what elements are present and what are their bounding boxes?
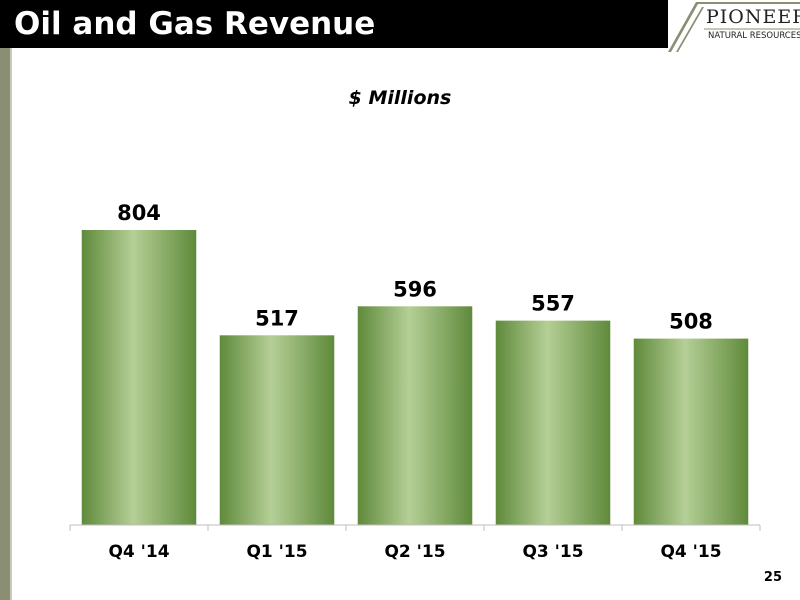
value-labels: 804 517 596 557 508 — [117, 201, 713, 334]
category-label: Q4 '14 — [108, 542, 169, 562]
value-label: 508 — [669, 310, 713, 334]
value-label: 596 — [393, 277, 437, 301]
category-label: Q1 '15 — [246, 542, 307, 562]
category-label: Q4 '15 — [660, 542, 721, 562]
logo-mark-icon — [668, 2, 800, 52]
value-label: 557 — [531, 292, 575, 316]
logo-name: PIONEER — [706, 6, 800, 28]
left-accent-stripe-inner — [10, 48, 12, 600]
bars-group — [81, 230, 749, 525]
x-axis-ticks — [69, 525, 761, 531]
slide-title: Oil and Gas Revenue — [14, 6, 376, 42]
category-label: Q3 '15 — [522, 542, 583, 562]
bar-1 — [219, 335, 335, 525]
category-label: Q2 '15 — [384, 542, 445, 562]
bar-2 — [357, 306, 473, 525]
bar-4 — [633, 338, 749, 525]
category-labels: Q4 '14 Q1 '15 Q2 '15 Q3 '15 Q4 '15 — [108, 542, 721, 562]
title-bar — [0, 0, 800, 48]
company-logo: PIONEER NATURAL RESOURCES — [668, 0, 800, 58]
bar-3 — [495, 320, 611, 525]
value-label: 517 — [255, 306, 299, 330]
value-label: 804 — [117, 201, 161, 225]
bar-0 — [81, 230, 197, 525]
left-accent-stripe — [0, 48, 10, 600]
logo-subtitle: NATURAL RESOURCES — [708, 31, 800, 41]
page-number: 25 — [763, 570, 782, 585]
chart-subtitle: $ Millions — [349, 87, 452, 109]
